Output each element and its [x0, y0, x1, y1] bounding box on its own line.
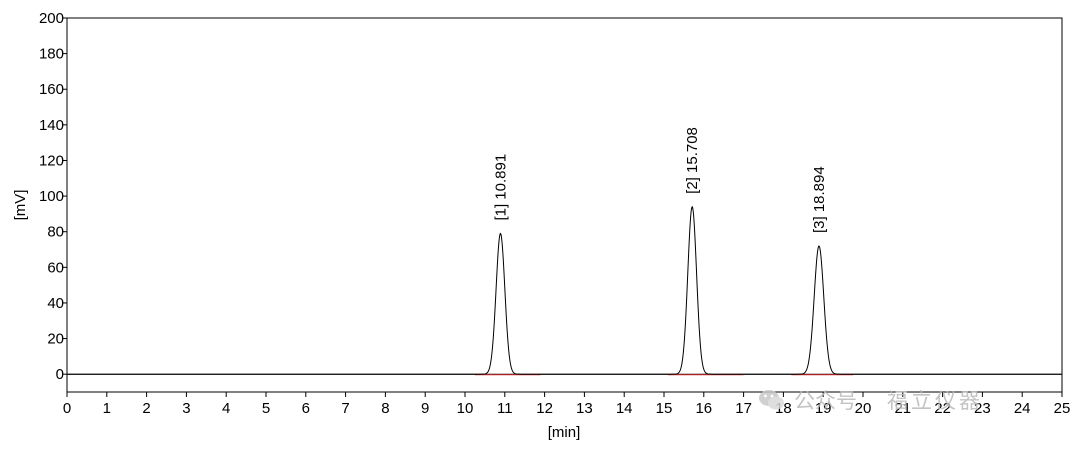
- x-tick-label: 11: [497, 400, 513, 417]
- x-tick-label: 15: [656, 400, 673, 417]
- x-tick-label: 23: [974, 400, 991, 417]
- x-tick-label: 3: [182, 400, 190, 417]
- x-tick-label: 8: [381, 400, 389, 417]
- x-tick-label: 7: [341, 400, 349, 417]
- peak-label: [1] 10.891: [492, 154, 509, 221]
- y-axis: 0 20 40 60 80 100 120 140 160 180 200: [39, 10, 67, 383]
- x-tick-label: 21: [894, 400, 911, 417]
- x-tick-label: 13: [576, 400, 593, 417]
- x-tick-label: 1: [103, 400, 111, 417]
- y-axis-title: [mV]: [12, 190, 29, 221]
- y-tick-label: 20: [47, 331, 64, 348]
- peak-labels: [1] 10.891 [2] 15.708 [3] 18.894: [492, 127, 827, 233]
- x-tick-label: 4: [222, 400, 230, 417]
- y-tick-label: 120: [39, 152, 64, 169]
- x-tick-label: 16: [695, 400, 712, 417]
- y-tick-label: 180: [39, 46, 64, 63]
- chromatogram-trace: [67, 205, 1062, 375]
- x-tick-label: 20: [855, 400, 872, 417]
- y-tick-label: 80: [47, 224, 64, 241]
- x-tick-label: 25: [1054, 400, 1071, 417]
- x-tick-label: 12: [536, 400, 553, 417]
- y-tick-label: 140: [39, 117, 64, 134]
- x-tick-label: 24: [1014, 400, 1031, 417]
- x-tick-label: 17: [735, 400, 752, 417]
- x-tick-label: 10: [457, 400, 474, 417]
- x-tick-label: 6: [302, 400, 310, 417]
- x-axis-title: [min]: [548, 424, 581, 441]
- y-tick-label: 40: [47, 295, 64, 312]
- x-tick-label: 19: [815, 400, 832, 417]
- x-tick-label: 22: [934, 400, 951, 417]
- y-tick-label: 0: [56, 366, 64, 383]
- y-tick-label: 100: [39, 188, 64, 205]
- x-tick-label: 18: [775, 400, 792, 417]
- peak-label: [2] 15.708: [684, 127, 701, 194]
- y-tick-label: 60: [47, 259, 64, 276]
- x-axis: 0 1 2 3 4 5 6 7 8 9 10 11 12 13 14 15 16 17 18 19 20 21 22 23 24…: [63, 392, 1071, 417]
- y-tick-label: 200: [39, 10, 64, 27]
- x-tick-label: 14: [616, 400, 633, 417]
- plot-area-frame: [66, 17, 1063, 393]
- x-tick-label: 9: [421, 400, 429, 417]
- x-tick-label: 0: [63, 400, 71, 417]
- x-tick-label: 2: [142, 400, 150, 417]
- y-tick-label: 160: [39, 81, 64, 98]
- peak-label: [3] 18.894: [811, 166, 828, 233]
- x-tick-label: 5: [262, 400, 270, 417]
